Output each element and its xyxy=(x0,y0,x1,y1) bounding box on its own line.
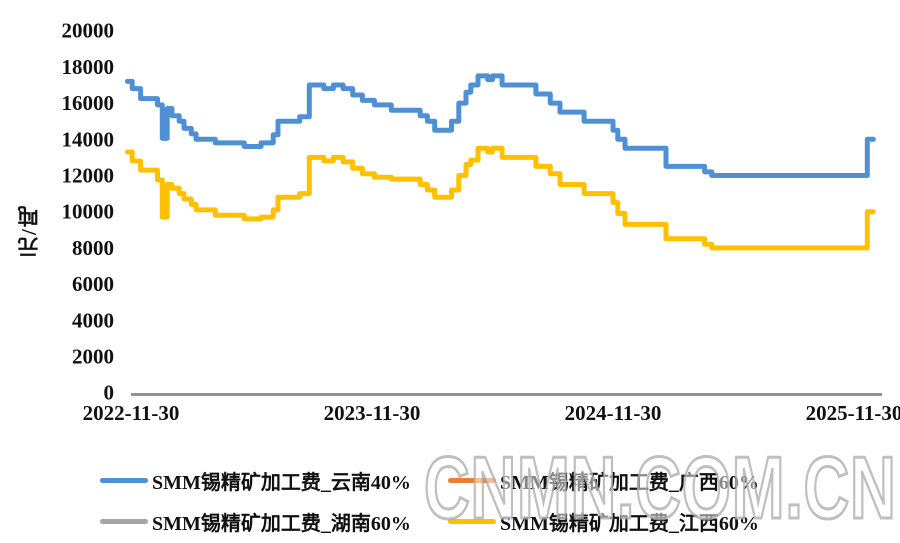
y-tick-label: 6000 xyxy=(72,272,114,296)
legend-item: SMM锡精矿加工费_江西60% xyxy=(448,507,759,536)
legend-item: SMM锡精矿加工费_湖南60% xyxy=(100,507,411,536)
y-tick-label: 8000 xyxy=(72,236,114,260)
legend-item: SMM锡精矿加工费_云南40% xyxy=(100,466,411,495)
legend-label: SMM锡精矿加工费_湖南60% xyxy=(152,513,411,535)
legend-swatch xyxy=(100,519,148,524)
y-tick-label: 14000 xyxy=(62,127,115,151)
series-line xyxy=(124,145,876,251)
x-tick-label: 2025-11-30 xyxy=(806,401,900,425)
series-line xyxy=(124,73,876,178)
y-tick-label: 0 xyxy=(104,381,115,405)
legend-label: SMM锡精矿加工费_广西60% xyxy=(500,472,759,494)
y-tick-label: 18000 xyxy=(62,55,115,79)
y-tick-label: 10000 xyxy=(62,200,115,224)
legend-swatch xyxy=(100,478,148,483)
y-tick-label: 2000 xyxy=(72,345,114,369)
y-tick-label: 4000 xyxy=(72,308,114,332)
legend-label: SMM锡精矿加工费_江西60% xyxy=(500,513,759,535)
y-tick-label: 16000 xyxy=(62,91,115,115)
legend-swatch xyxy=(448,478,496,483)
x-tick-label: 2022-11-30 xyxy=(83,401,180,425)
legend-item: SMM锡精矿加工费_广西60% xyxy=(448,466,759,495)
x-tick-label: 2023-11-30 xyxy=(324,401,421,425)
x-tick-label: 2024-11-30 xyxy=(565,401,662,425)
y-tick-label: 20000 xyxy=(62,19,115,43)
legend-swatch xyxy=(448,519,496,524)
y-tick-label: 12000 xyxy=(62,164,115,188)
legend-label: SMM锡精矿加工费_云南40% xyxy=(152,472,411,494)
